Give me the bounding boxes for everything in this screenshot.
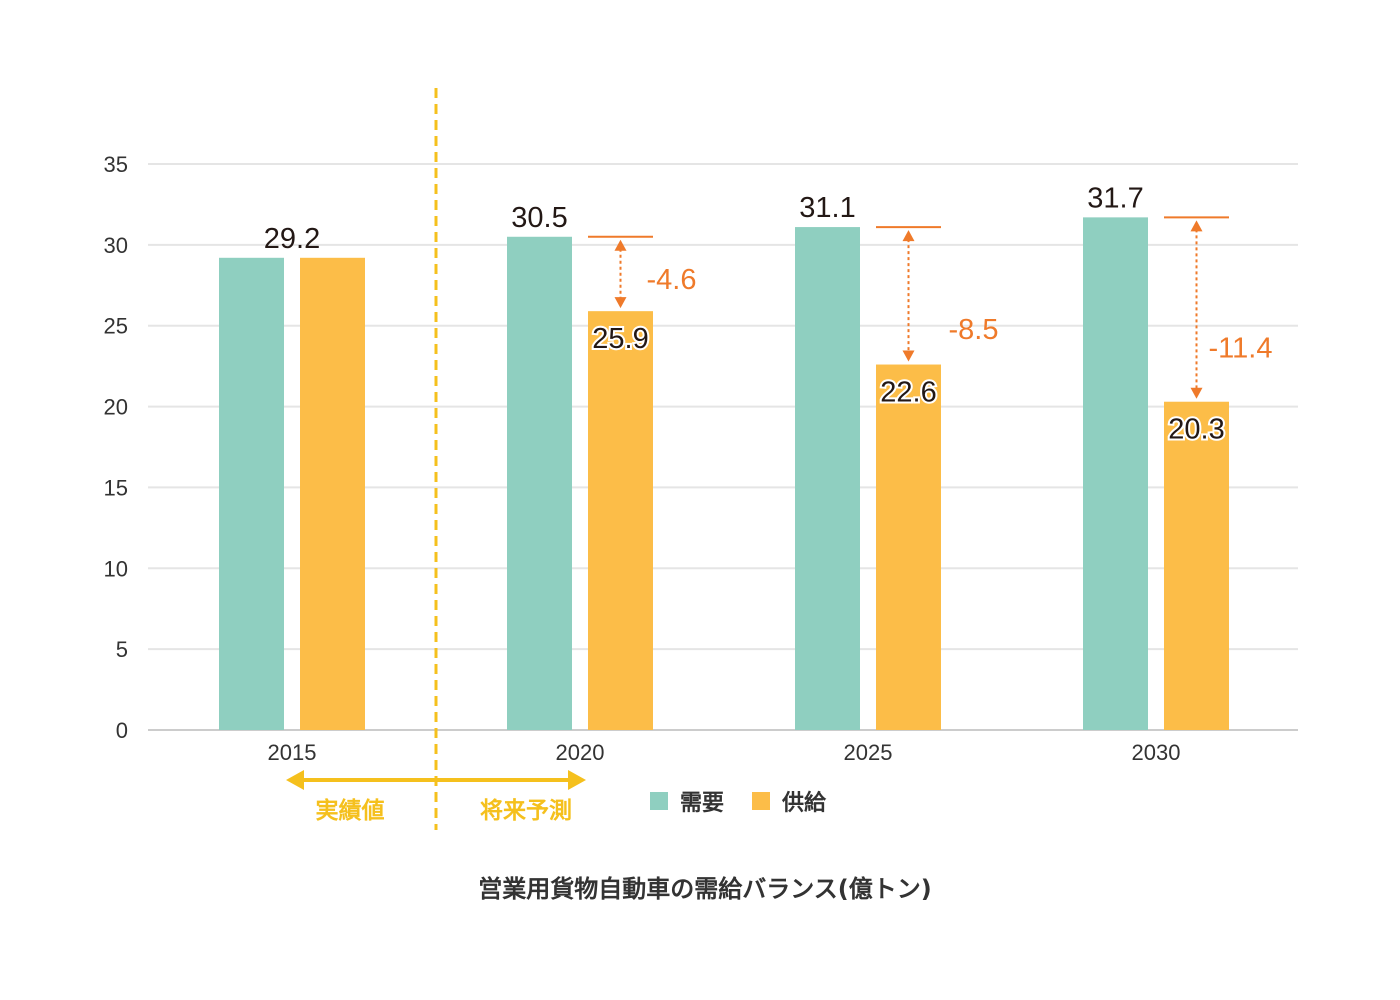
bar-value-labels: 29.2 30.5 25.9 31.1 22.6 31.7 20.3 [264,182,1227,447]
x-tick-label-2030: 2030 [1132,740,1181,765]
value-label-demand-2030: 31.7 [1087,182,1143,214]
bar-supply-2015 [300,257,365,730]
gap-arrowhead-down-2030 [1190,387,1203,399]
bar-supply-2020 [588,311,653,730]
period-annotations: 実績値 将来予測 [286,770,586,824]
bar-supply-2030 [1164,401,1229,730]
y-tick-label: 0 [116,718,128,743]
x-tick-label-2025: 2025 [844,740,893,765]
y-tick-label: 10 [104,556,128,581]
value-label-demand-2015: 29.2 [264,223,320,255]
gap-arrowhead-down-2025 [902,350,915,362]
bar-demand-2025 [795,227,860,730]
gap-arrowhead-down-2020 [614,297,627,309]
y-tick-label: 15 [104,475,128,500]
bar-demand-2015 [219,257,284,730]
x-tick-label-2015: 2015 [268,740,317,765]
legend-swatch-demand [650,792,668,810]
gap-arrowhead-up-2025 [902,230,915,242]
gap-label-2030: -11.4 [1209,333,1273,365]
bar-demand-2020 [507,236,572,730]
value-label-demand-2020: 30.5 [511,202,567,234]
x-tick-label-2020: 2020 [556,740,605,765]
forecast-period-arrowhead [568,770,586,790]
value-label-supply-2020: 25.9 [592,323,648,355]
y-tick-label: 30 [104,233,128,258]
bar-demand-2030 [1083,217,1148,730]
gap-label-2020: -4.6 [647,264,697,296]
forecast-period-label: 将来予測 [480,798,572,824]
actual-period-arrowhead [286,770,304,790]
legend-label-demand: 需要 [680,791,724,816]
value-label-supply-2030: 20.3 [1168,414,1224,446]
legend-label-supply: 供給 [781,790,827,816]
y-tick-label: 20 [104,395,128,420]
bar-supply-2025 [876,364,941,730]
gap-annotations: -4.6 -8.5 -11.4 [588,216,1273,399]
chart-caption: 営業用貨物自動車の需給バランス(億トン) [478,875,931,903]
bars [219,217,1229,730]
gap-label-2025: -8.5 [949,314,999,346]
gap-arrowhead-up-2020 [614,239,627,251]
actual-period-label: 実績値 [316,797,385,824]
y-axis-ticks: 0 5 10 15 20 25 30 35 [104,152,128,743]
value-label-supply-2025: 22.6 [880,377,936,409]
y-tick-label: 5 [116,637,128,662]
value-label-demand-2025: 31.1 [799,192,855,224]
legend: 需要 供給 [650,790,827,816]
y-tick-label: 35 [104,152,128,177]
gap-arrowhead-up-2030 [1190,220,1203,232]
x-axis-ticks: 2015 2020 2025 2030 [268,740,1181,765]
legend-swatch-supply [752,792,770,810]
y-tick-label: 25 [104,314,128,339]
